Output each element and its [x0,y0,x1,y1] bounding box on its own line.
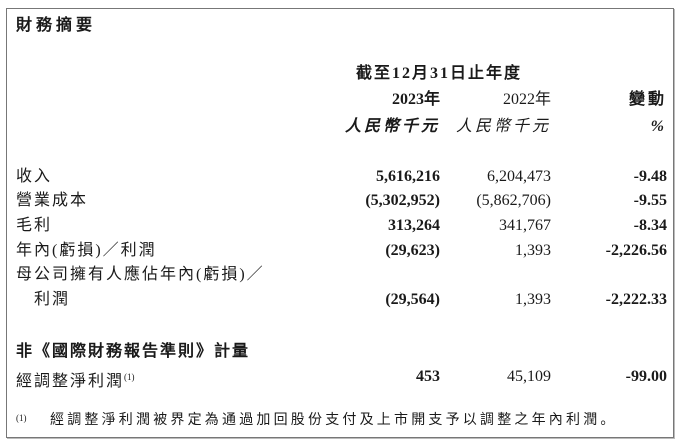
section-title: 財務摘要 [16,17,97,34]
row-change: -2,226.56 [605,242,667,259]
row-prior: 1,393 [515,242,551,259]
row-current: (29,623) [385,242,440,259]
row-change: -99.00 [625,368,667,385]
year-current-header: 2023年 [391,91,440,108]
row-label: 經調整淨利潤(1) [16,367,135,392]
row-prior: (5,862,706) [476,192,551,209]
note-ref: (1) [124,372,135,382]
row-change: -8.34 [633,217,667,234]
row-prior: 341,767 [499,217,551,234]
row-current: 5,616,216 [376,168,440,185]
row-label: 年內(虧損)／利潤 [16,242,157,259]
footnote-text: 經調整淨利潤被界定為通過加回股份支付及上市開支予以調整之年內利潤。 [50,413,618,428]
period-header: 截至12月31日止年度 [356,65,523,82]
row-label: 母公司擁有人應佔年內(虧損)／ [16,266,265,283]
unit-change: % [650,118,667,135]
unit-prior: 人民幣千元 [455,118,551,135]
unit-current: 人民幣千元 [344,118,440,135]
row-current: (29,564) [385,291,440,308]
row-current: (5,302,952) [365,192,440,209]
adjusted-net-profit-label: 經調整淨利潤 [16,373,125,390]
financial-summary-box [6,8,674,438]
row-change: -9.55 [633,192,667,209]
row-prior: 1,393 [515,291,551,308]
row-prior: 6,204,473 [487,168,551,185]
change-header: 變動 [628,91,667,108]
row-label: 毛利 [16,217,53,234]
non-ifrs-heading: 非《國際財務報告準則》計量 [16,343,251,360]
row-label-continued: 利潤 [34,291,71,308]
footnote-marker: (1) [16,413,27,423]
row-label: 收入 [16,168,53,185]
row-current: 453 [416,368,440,385]
row-prior: 45,109 [507,368,551,385]
row-change: -2,222.33 [605,291,667,308]
row-label: 營業成本 [16,192,89,209]
row-change: -9.48 [633,168,667,185]
row-current: 313,264 [388,217,440,234]
year-prior-header: 2022年 [502,91,551,108]
